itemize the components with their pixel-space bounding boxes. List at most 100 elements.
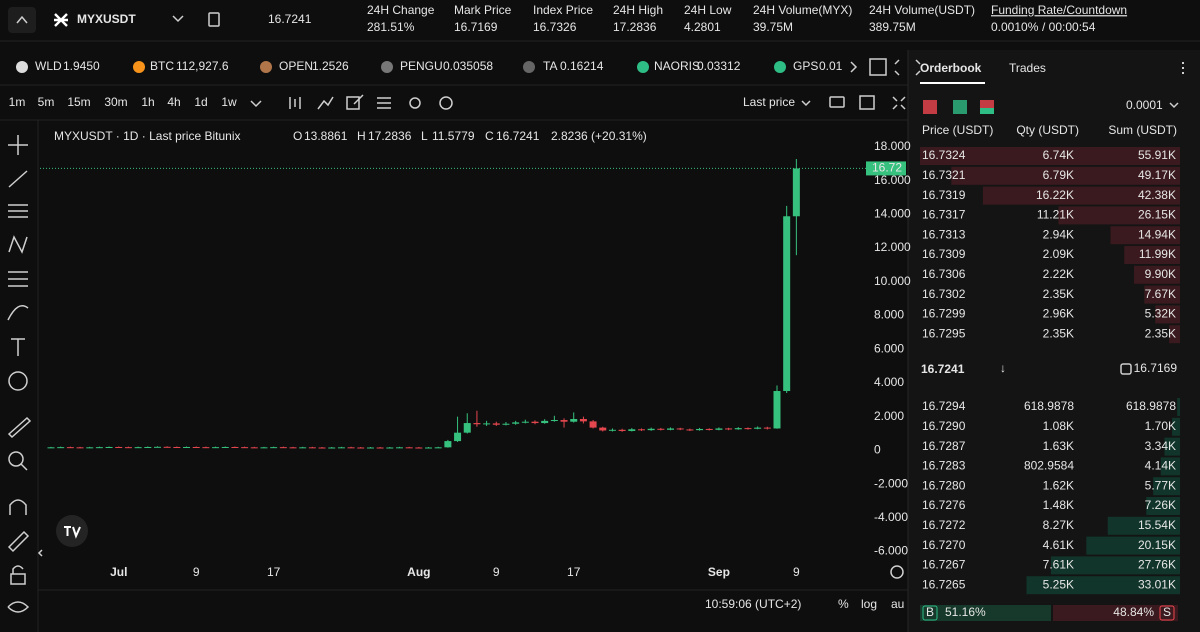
candle-body [279, 447, 287, 449]
candle-body [696, 428, 704, 431]
depth-bar [1169, 325, 1180, 344]
scroll-left[interactable] [37, 549, 43, 557]
timeframe[interactable]: 1m [9, 95, 26, 109]
timeframe[interactable]: 5m [38, 95, 55, 109]
order-qty: 618.9878 [1024, 399, 1074, 413]
order-sum: 26.15K [1138, 208, 1176, 222]
ticker-name[interactable]: OPEN [279, 59, 313, 73]
ticker-price: 1.2526 [312, 59, 349, 73]
depth-bar [951, 166, 1180, 185]
candle-body [628, 429, 636, 431]
symbol[interactable]: MYXUSDT [77, 12, 136, 26]
order-price[interactable]: 16.7270 [922, 538, 966, 552]
order-price[interactable]: 16.7309 [922, 247, 966, 261]
candle-body [153, 446, 161, 448]
order-price[interactable]: 16.7324 [922, 148, 966, 162]
timeframe[interactable]: 1d [194, 95, 207, 109]
order-price[interactable]: 16.7267 [922, 558, 966, 572]
timeframe-dropdown[interactable] [250, 100, 262, 108]
candle-body [57, 447, 65, 449]
ticker-next[interactable] [850, 61, 858, 73]
tab[interactable]: Orderbook [920, 61, 982, 75]
order-price[interactable]: 16.7321 [922, 168, 966, 182]
y-tick-label: 10.000 [874, 274, 911, 288]
ticker-name[interactable]: NAORIS [654, 59, 700, 73]
stat-label: Mark Price [454, 3, 512, 17]
candle-body [521, 421, 529, 423]
candle-body [483, 423, 491, 425]
timeframe[interactable]: 4h [167, 95, 180, 109]
sell-letter: S [1163, 605, 1171, 619]
order-qty: 2.94K [1043, 227, 1074, 241]
order-price[interactable]: 16.7280 [922, 478, 966, 492]
chart-side-icons[interactable] [829, 95, 906, 110]
order-price[interactable]: 16.7290 [922, 419, 966, 433]
funding-label: Funding Rate/Countdown [991, 3, 1127, 17]
y-tick-label: 16.000 [874, 173, 911, 187]
candle-body [425, 447, 433, 449]
order-price[interactable]: 16.7302 [922, 287, 966, 301]
price-type[interactable]: Last price [743, 95, 795, 109]
candle-body [347, 447, 355, 449]
candle-body [454, 432, 462, 442]
candle-body [173, 446, 181, 448]
timeframe[interactable]: 15m [67, 95, 90, 109]
order-qty: 2.35K [1043, 287, 1074, 301]
axis-settings[interactable] [890, 565, 904, 579]
order-price[interactable]: 16.7276 [922, 498, 966, 512]
orderbook-view-icons[interactable] [923, 100, 994, 114]
timeframe[interactable]: 30m [104, 95, 127, 109]
candle-body [589, 421, 597, 428]
tv-logo-mark [64, 526, 81, 539]
depth-bar [1107, 516, 1180, 535]
candle-body [637, 429, 645, 431]
precision-dropdown[interactable] [1169, 102, 1179, 109]
order-sum: 14.94K [1138, 227, 1176, 241]
back-button[interactable] [8, 7, 36, 33]
order-price[interactable]: 16.7317 [922, 208, 966, 222]
info-icon[interactable] [208, 12, 220, 27]
order-price[interactable]: 16.7299 [922, 307, 966, 321]
order-sum: 2.35K [1145, 326, 1176, 340]
ticker-name[interactable]: BTC [150, 59, 174, 73]
fullscreen-icon[interactable] [894, 59, 921, 76]
timeframe[interactable]: 1h [141, 95, 154, 109]
footer-log[interactable]: log [861, 597, 877, 611]
col-header: Price (USDT) [922, 123, 993, 137]
drawing-tools[interactable] [7, 135, 32, 613]
order-sum: 5.77K [1145, 478, 1176, 492]
layout-icon[interactable] [869, 58, 887, 76]
order-price[interactable]: 16.7294 [922, 399, 966, 413]
ticker-name[interactable]: GPS [793, 59, 818, 73]
chart-tools[interactable] [289, 94, 453, 110]
timeframe[interactable]: 1w [221, 95, 237, 109]
ticker-name[interactable]: PENGU [400, 59, 443, 73]
precision[interactable]: 0.0001 [1126, 98, 1163, 112]
price-type-dropdown[interactable] [801, 100, 811, 107]
order-price[interactable]: 16.7265 [922, 577, 966, 591]
stat-value: 281.51% [367, 20, 415, 34]
ticker-name[interactable]: TA [543, 59, 557, 73]
footer-auto[interactable]: au [891, 597, 904, 611]
ticker-icon [774, 61, 786, 73]
stat-label: Index Price [533, 3, 593, 17]
depth-bar [1153, 477, 1180, 496]
candle-body [754, 427, 762, 429]
order-price[interactable]: 16.7295 [922, 326, 966, 340]
symbol-dropdown[interactable] [172, 15, 184, 23]
candle-body [105, 446, 113, 448]
order-qty: 5.25K [1043, 577, 1074, 591]
order-qty: 2.22K [1043, 267, 1074, 281]
order-price[interactable]: 16.7313 [922, 227, 966, 241]
order-price[interactable]: 16.7287 [922, 439, 966, 453]
order-price[interactable]: 16.7319 [922, 188, 966, 202]
order-sum: 3.34K [1145, 439, 1176, 453]
tab[interactable]: Trades [1009, 61, 1046, 75]
order-price[interactable]: 16.7283 [922, 459, 966, 473]
footer-percent[interactable]: % [838, 597, 849, 611]
ohlc-key: C [485, 129, 494, 143]
ohlc-key: L [421, 129, 428, 143]
ticker-name[interactable]: WLD [35, 59, 62, 73]
order-price[interactable]: 16.7306 [922, 267, 966, 281]
order-price[interactable]: 16.7272 [922, 518, 966, 532]
